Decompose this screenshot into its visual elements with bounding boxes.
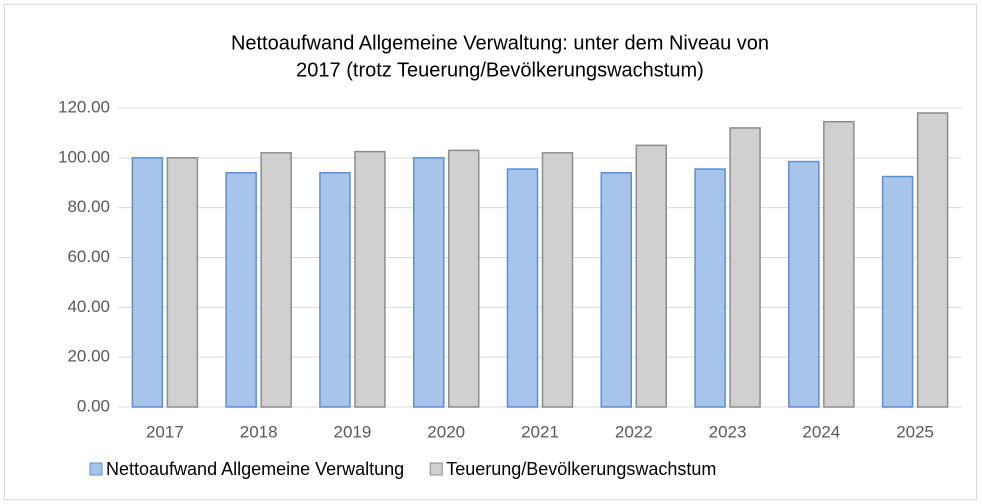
bar — [635, 144, 668, 408]
legend-swatch — [89, 462, 103, 476]
legend-label: Teuerung/Bevölkerungswachstum — [446, 459, 716, 479]
y-tick-label: 80.00 — [67, 197, 110, 216]
x-tick-label: 2017 — [146, 422, 184, 441]
x-tick-label: 2021 — [521, 422, 559, 441]
x-tick-label: 2023 — [709, 422, 747, 441]
y-tick-label: 100.00 — [58, 147, 110, 166]
bar — [447, 149, 480, 408]
y-tick-label: 120.00 — [58, 97, 110, 116]
legend-label: Nettoaufwand Allgemeine Verwaltung — [106, 459, 404, 479]
bar — [881, 175, 914, 408]
y-tick-label: 40.00 — [67, 297, 110, 316]
x-tick-label: 2020 — [427, 422, 465, 441]
bar — [225, 172, 257, 408]
x-tick-label: 2025 — [896, 422, 934, 441]
bar — [916, 112, 949, 408]
bar — [506, 168, 539, 408]
chart-title: Nettoaufwand Allgemeine Verwaltung: unte… — [231, 32, 769, 54]
x-tick-label: 2019 — [334, 422, 372, 441]
y-tick-label: 0.00 — [77, 396, 110, 415]
bar — [412, 157, 445, 408]
bar — [823, 120, 855, 408]
bar — [541, 152, 574, 408]
chart-title: 2017 (trotz Teuerung/Bevölkerungswachstu… — [296, 59, 704, 81]
bar — [600, 172, 633, 408]
bar — [131, 157, 164, 408]
bar — [260, 152, 292, 408]
x-tick-label: 2018 — [240, 422, 278, 441]
bar — [166, 157, 199, 408]
y-tick-label: 20.00 — [67, 347, 110, 366]
bar — [354, 150, 386, 408]
bar — [319, 172, 351, 408]
x-tick-label: 2022 — [615, 422, 653, 441]
bar — [788, 160, 820, 408]
y-tick-label: 60.00 — [67, 247, 110, 266]
x-tick-label: 2024 — [802, 422, 840, 441]
legend-swatch — [429, 462, 443, 476]
bar — [694, 168, 726, 408]
bar — [729, 127, 761, 408]
